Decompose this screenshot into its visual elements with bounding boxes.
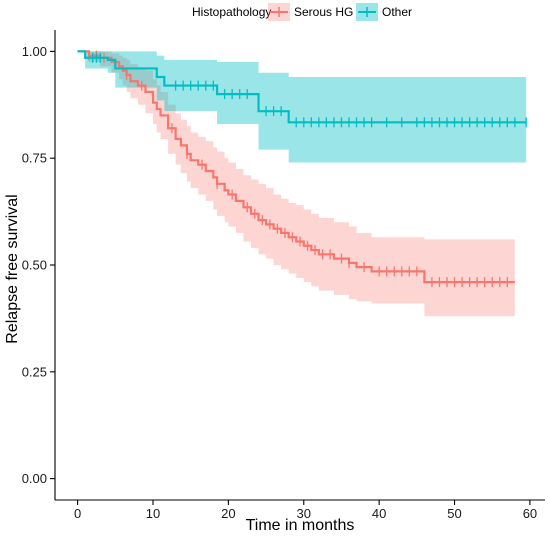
y-tick-label: 0.25	[22, 364, 47, 379]
y-tick-label: 0.50	[22, 258, 47, 273]
plot-area	[77, 50, 527, 317]
y-axis-title: Relapse free survival	[4, 194, 21, 343]
x-tick-label: 50	[447, 506, 461, 521]
other-confidence-band	[77, 51, 527, 163]
x-tick-label: 60	[523, 506, 537, 521]
legend-key-other: Other	[356, 3, 412, 21]
x-tick-label: 0	[74, 506, 81, 521]
legend: Histopathology Serous HG Other	[192, 3, 412, 21]
y-tick-label: 1.00	[22, 44, 47, 59]
legend-other-label: Other	[382, 5, 412, 19]
serous-hg-survival-curve	[77, 50, 515, 284]
legend-serous-hg-label: Serous HG	[294, 5, 353, 19]
x-tick-label: 30	[297, 506, 311, 521]
legend-key-serous-hg: Serous HG	[268, 3, 353, 21]
y-tick-label: 0.00	[22, 471, 47, 486]
x-tick-label: 20	[221, 506, 235, 521]
x-axis: 0 10 20 30 40 50 60	[55, 499, 545, 521]
x-tick-label: 40	[372, 506, 386, 521]
y-axis: 0.00 0.25 0.50 0.75 1.00	[22, 30, 56, 500]
x-axis-title: Time in months	[246, 517, 355, 534]
y-tick-label: 0.75	[22, 151, 47, 166]
x-tick-label: 10	[146, 506, 160, 521]
serous-hg-confidence-band	[77, 51, 515, 317]
other-survival-curve	[77, 50, 527, 124]
legend-title: Histopathology	[192, 5, 271, 19]
